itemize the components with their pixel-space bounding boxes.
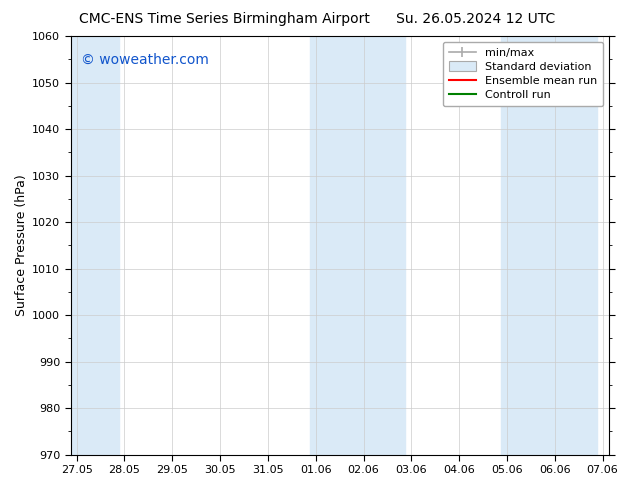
Bar	[71, 36, 119, 455]
Text: © woweather.com: © woweather.com	[81, 53, 209, 67]
Y-axis label: Surface Pressure (hPa): Surface Pressure (hPa)	[15, 174, 28, 316]
Legend: min/max, Standard deviation, Ensemble mean run, Controll run: min/max, Standard deviation, Ensemble me…	[443, 42, 603, 106]
Text: CMC-ENS Time Series Birmingham Airport      Su. 26.05.2024 12 UTC: CMC-ENS Time Series Birmingham Airport S…	[79, 12, 555, 26]
Bar	[310, 36, 405, 455]
Bar	[501, 36, 597, 455]
